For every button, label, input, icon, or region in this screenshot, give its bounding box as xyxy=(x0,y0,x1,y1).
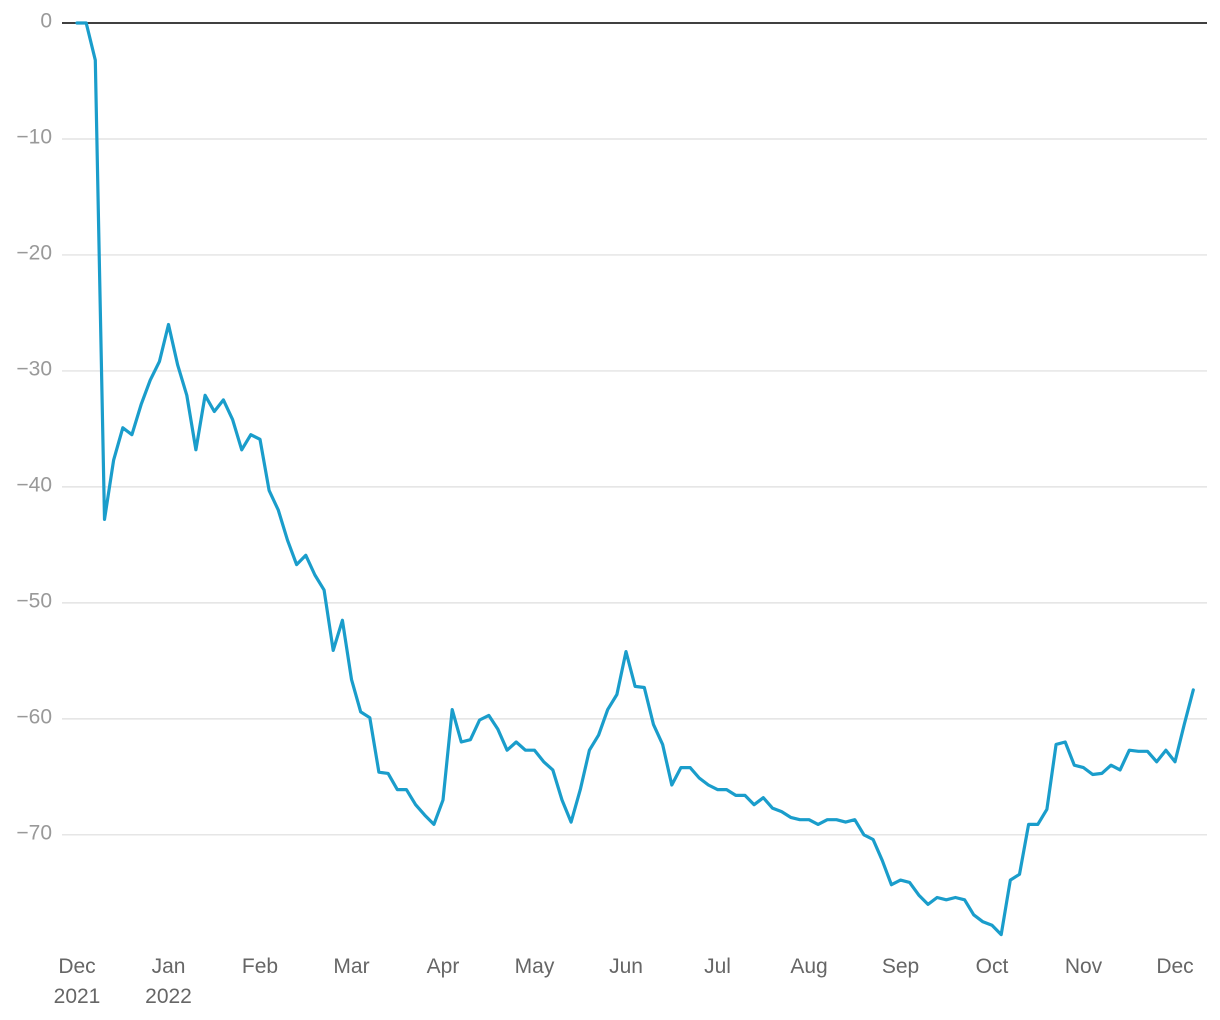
y-tick-label: −50 xyxy=(16,589,52,612)
x-tick-label: May xyxy=(514,955,555,978)
x-tick-label: Apr xyxy=(426,955,460,978)
y-tick-label: −30 xyxy=(16,357,52,380)
x-tick-label: Oct xyxy=(975,955,1009,978)
y-tick-label: −70 xyxy=(16,821,52,844)
y-tick-label: −40 xyxy=(16,473,52,496)
data-line xyxy=(75,21,1195,937)
x-tick-label: Jan 2022 xyxy=(145,955,192,1008)
x-tick-label: Aug xyxy=(790,955,828,978)
x-tick-label: Mar xyxy=(333,955,370,978)
x-tick-label: Feb xyxy=(241,955,279,978)
y-tick-label: −10 xyxy=(16,126,52,149)
y-tick-label: −60 xyxy=(16,705,52,728)
y-tick-label: −20 xyxy=(16,241,52,264)
x-tick-label: Dec 2021 xyxy=(53,955,101,1008)
x-tick-label: Jul xyxy=(704,955,731,978)
x-tick-label: Jun xyxy=(609,955,643,978)
x-tick-label: Dec xyxy=(1156,955,1194,978)
y-tick-label: 0 xyxy=(40,10,52,33)
x-tick-label: Sep xyxy=(881,955,920,978)
grid xyxy=(62,22,1207,836)
x-tick-label: Nov xyxy=(1064,955,1103,978)
